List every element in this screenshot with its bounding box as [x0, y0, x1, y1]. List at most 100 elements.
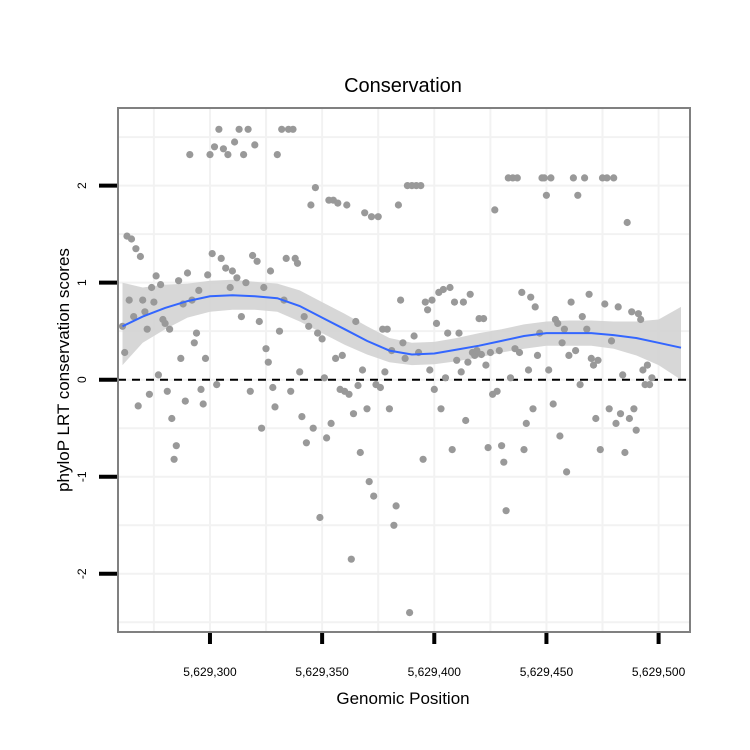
- data-point: [603, 174, 610, 181]
- data-point: [583, 326, 590, 333]
- data-point: [563, 468, 570, 475]
- data-point: [137, 253, 144, 260]
- data-point: [606, 405, 613, 412]
- data-point: [498, 442, 505, 449]
- data-point: [541, 174, 548, 181]
- data-point: [386, 405, 393, 412]
- y-tick-label: -2: [75, 568, 89, 579]
- data-point: [276, 328, 283, 335]
- data-point: [164, 388, 171, 395]
- data-point: [328, 420, 335, 427]
- data-point: [617, 410, 624, 417]
- data-point: [278, 126, 285, 133]
- data-point: [171, 456, 178, 463]
- data-point: [305, 323, 312, 330]
- data-point: [518, 289, 525, 296]
- data-point: [218, 255, 225, 262]
- data-point: [197, 386, 204, 393]
- data-point: [265, 359, 272, 366]
- data-point: [316, 514, 323, 521]
- data-point: [339, 352, 346, 359]
- data-point: [128, 235, 135, 242]
- data-point: [368, 213, 375, 220]
- data-point: [245, 126, 252, 133]
- data-point: [644, 362, 651, 369]
- data-point: [343, 201, 350, 208]
- y-axis-title: phyloP LRT conservation scores: [54, 248, 73, 492]
- data-point: [393, 502, 400, 509]
- data-point: [621, 449, 628, 456]
- data-point: [206, 151, 213, 158]
- data-point: [570, 174, 577, 181]
- data-point: [464, 359, 471, 366]
- data-point: [467, 291, 474, 298]
- data-point: [361, 209, 368, 216]
- data-point: [496, 347, 503, 354]
- data-point: [608, 337, 615, 344]
- data-point: [345, 391, 352, 398]
- data-point: [166, 326, 173, 333]
- data-point: [222, 265, 229, 272]
- data-point: [310, 425, 317, 432]
- data-point: [370, 493, 377, 500]
- data-point: [375, 213, 382, 220]
- data-point: [482, 362, 489, 369]
- data-point: [202, 355, 209, 362]
- data-point: [191, 339, 198, 346]
- data-point: [294, 260, 301, 267]
- data-point: [175, 277, 182, 284]
- data-point: [236, 126, 243, 133]
- data-point: [442, 374, 449, 381]
- data-point: [619, 371, 626, 378]
- data-point: [182, 398, 189, 405]
- data-point: [487, 349, 494, 356]
- data-point: [334, 200, 341, 207]
- data-point: [177, 355, 184, 362]
- x-axis: 5,629,300 5,629,350 5,629,400 5,629,450 5,62…: [183, 633, 685, 679]
- data-point: [612, 420, 619, 427]
- data-point: [453, 357, 460, 364]
- data-point: [200, 400, 207, 407]
- data-point: [646, 381, 653, 388]
- data-point: [462, 417, 469, 424]
- data-point: [577, 381, 584, 388]
- data-point: [352, 318, 359, 325]
- data-point: [229, 267, 236, 274]
- data-point: [568, 299, 575, 306]
- data-point: [213, 381, 220, 388]
- data-point: [224, 151, 231, 158]
- data-point: [144, 326, 151, 333]
- data-point: [162, 320, 169, 327]
- data-point: [247, 388, 254, 395]
- data-point: [592, 415, 599, 422]
- data-point: [514, 174, 521, 181]
- data-point: [399, 339, 406, 346]
- data-point: [350, 410, 357, 417]
- data-point: [314, 330, 321, 337]
- data-point: [545, 366, 552, 373]
- data-point: [240, 151, 247, 158]
- data-point: [601, 300, 608, 307]
- chart: Conservation 5,629,300 5,629,350 5,629,400…: [0, 0, 750, 750]
- y-axis: -2-1012: [75, 182, 117, 579]
- data-point: [135, 402, 142, 409]
- data-point: [588, 355, 595, 362]
- data-point: [296, 368, 303, 375]
- data-point: [262, 345, 269, 352]
- data-point: [534, 352, 541, 359]
- data-point: [594, 357, 601, 364]
- data-point: [186, 151, 193, 158]
- data-point: [478, 351, 485, 358]
- data-point: [523, 420, 530, 427]
- data-point: [256, 318, 263, 325]
- data-point: [397, 297, 404, 304]
- data-point: [626, 415, 633, 422]
- data-point: [648, 374, 655, 381]
- data-point: [323, 434, 330, 441]
- data-point: [148, 284, 155, 291]
- data-point: [146, 391, 153, 398]
- data-point: [157, 281, 164, 288]
- data-point: [433, 320, 440, 327]
- data-point: [458, 368, 465, 375]
- data-point: [209, 250, 216, 257]
